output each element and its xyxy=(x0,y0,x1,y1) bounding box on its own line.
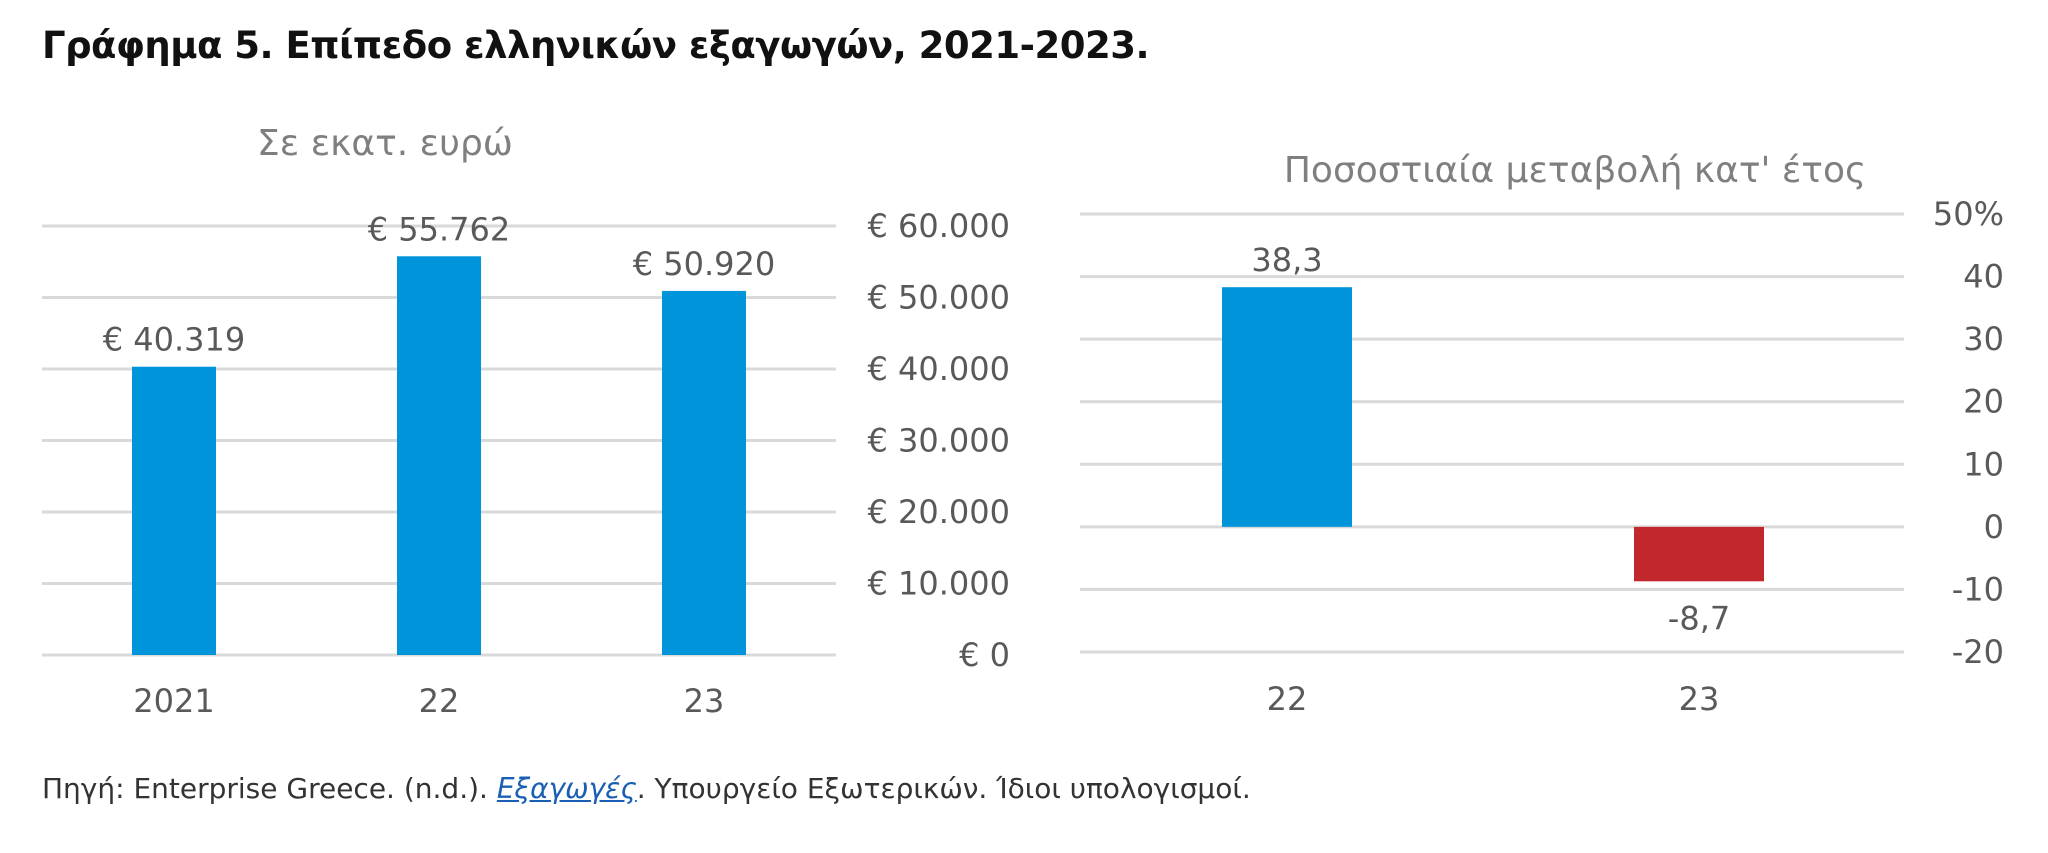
pct-change-ytick-label: 40 xyxy=(1963,258,2004,296)
exports-level-ytick-label: € 40.000 xyxy=(868,350,1011,388)
exports-level-bar xyxy=(132,366,216,655)
pct-change-ytick-label: 30 xyxy=(1963,320,2004,358)
source-suffix: . Υπουργείο Εξωτερικών. Ίδιοι υπολογισμο… xyxy=(636,772,1251,805)
exports-level-value-label: € 50.920 xyxy=(633,245,776,283)
page-title: Γράφημα 5. Επίπεδο ελληνικών εξαγωγών, 2… xyxy=(42,24,1150,67)
pct-change-chart-title: Ποσοστιαία μεταβολή κατ' έτος xyxy=(1284,150,1866,191)
pct-change-category-label: 23 xyxy=(1679,680,1720,718)
pct-change-ytick-label: -10 xyxy=(1952,570,2004,608)
exports-level-chart-title: Σε εκατ. ευρώ xyxy=(257,123,513,164)
pct-change-ytick-label: 20 xyxy=(1963,383,2004,421)
exports-level-ytick-label: € 10.000 xyxy=(868,565,1011,603)
exports-level-ytick-label: € 60.000 xyxy=(868,207,1011,245)
source-prefix: Πηγή: Enterprise Greece. (n.d.). xyxy=(42,772,497,805)
exports-level-ytick-label: € 50.000 xyxy=(868,279,1011,317)
pct-change-category-label: 22 xyxy=(1267,680,1308,718)
exports-level-bar xyxy=(662,290,746,655)
pct-change-value-label: -8,7 xyxy=(1668,599,1730,637)
exports-level-category-label: 23 xyxy=(684,682,725,720)
pct-change-ytick-label: -20 xyxy=(1952,633,2004,671)
exports-level-ytick-label: € 30.000 xyxy=(868,422,1011,460)
source-note: Πηγή: Enterprise Greece. (n.d.). Εξαγωγέ… xyxy=(42,772,1251,805)
exports-level-value-label: € 40.319 xyxy=(103,321,246,359)
exports-level-ytick-label: € 0 xyxy=(959,636,1010,674)
pct-change-bar xyxy=(1634,526,1764,582)
pct-change-ytick-label: 50% xyxy=(1933,195,2004,233)
exports-level-value-label: € 55.762 xyxy=(368,210,511,248)
exports-level-category-label: 22 xyxy=(419,682,460,720)
exports-level-category-label: 2021 xyxy=(133,682,214,720)
exports-level-bar xyxy=(397,256,481,655)
pct-change-ytick-label: 10 xyxy=(1963,445,2004,483)
pct-change-ytick-label: 0 xyxy=(1984,508,2004,546)
pct-change-value-label: 38,3 xyxy=(1251,241,1322,279)
pct-change-bar xyxy=(1222,287,1352,527)
exports-level-ytick-label: € 20.000 xyxy=(868,493,1011,531)
source-link[interactable]: Εξαγωγές xyxy=(496,772,637,805)
